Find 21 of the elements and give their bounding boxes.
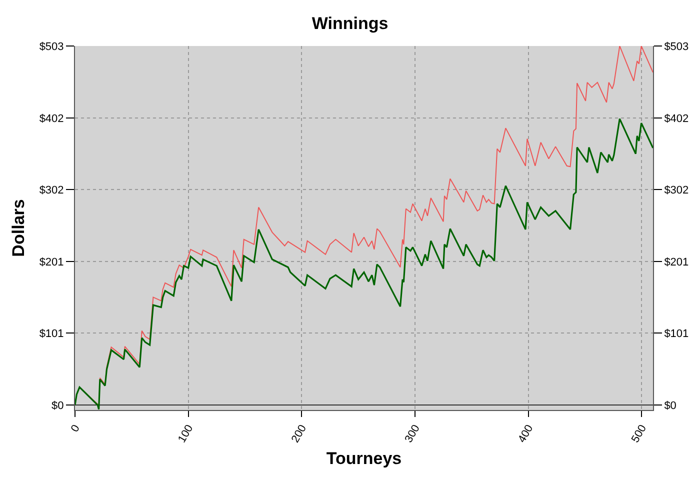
chart-title: Winnings <box>312 14 388 33</box>
x-axis-title: Tourneys <box>326 449 402 468</box>
y2-tick-label: $302 <box>664 184 689 196</box>
y-tick-label: $201 <box>39 256 64 268</box>
y-tick-label: $402 <box>39 112 64 125</box>
y2-tick-label: $101 <box>664 328 689 340</box>
y-tick-label: $101 <box>39 328 64 340</box>
x-tick-label: 500 <box>629 422 650 445</box>
y2-tick-label: $0 <box>664 400 676 412</box>
x-tick-label: 400 <box>516 422 536 445</box>
y2-tick-label: $402 <box>664 112 689 125</box>
y-tick-label: $0 <box>52 400 64 412</box>
x-tick-label: 300 <box>402 422 422 445</box>
y-tick-label: $302 <box>39 184 64 196</box>
x-tick-label: 200 <box>289 422 310 445</box>
y-tick-label: $503 <box>39 40 64 53</box>
y-axis-title: Dollars <box>8 199 28 257</box>
x-tick-label: 100 <box>176 422 196 445</box>
x-tick-label: 0 <box>68 422 82 434</box>
y2-tick-label: $503 <box>664 40 689 53</box>
y2-tick-label: $201 <box>664 256 689 268</box>
